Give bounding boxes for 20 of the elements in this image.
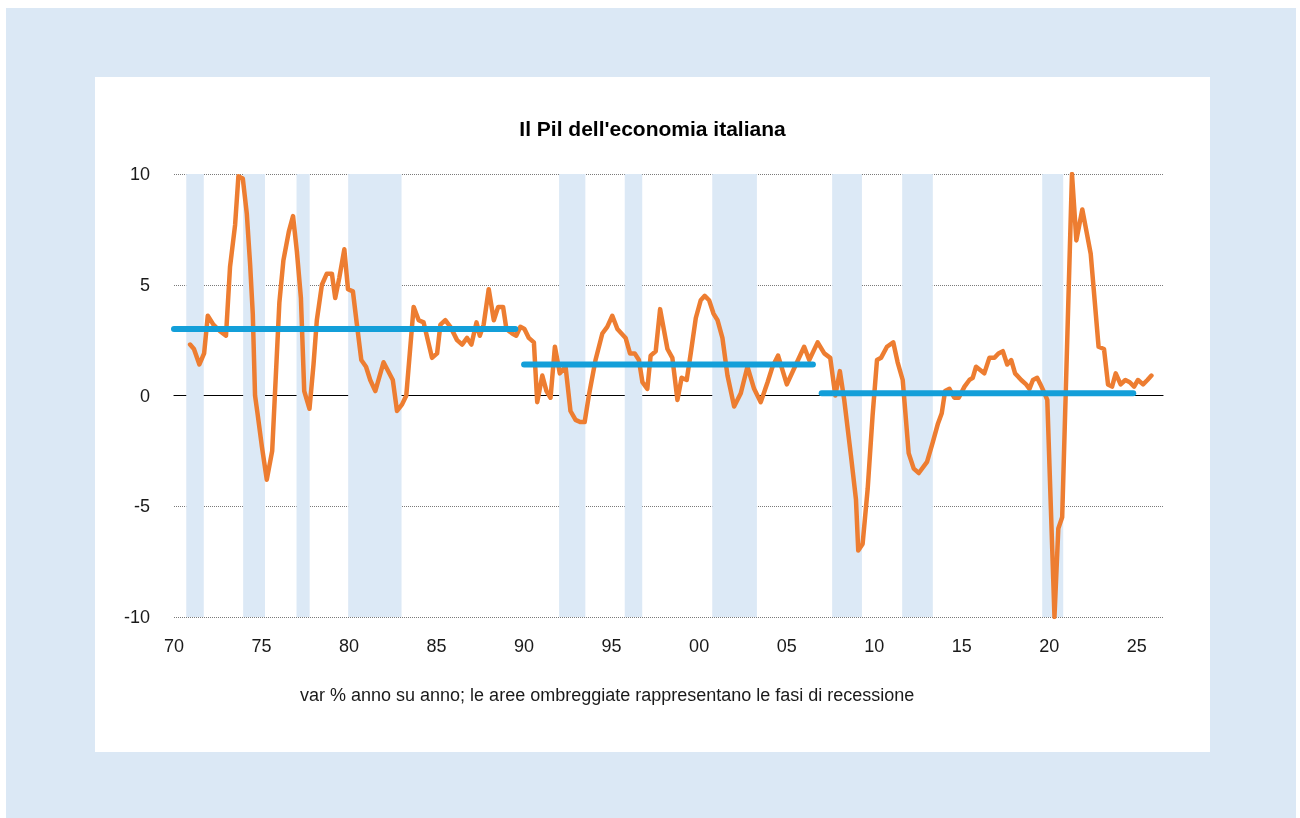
x-tick-label: 20: [1039, 636, 1060, 656]
x-tick-label: 75: [251, 636, 272, 656]
x-tick-label: 25: [1126, 636, 1147, 656]
line-series: [187, 171, 1154, 620]
y-tick-label: 0: [139, 385, 150, 406]
y-tick-label: -10: [123, 607, 150, 627]
x-tick-label: 90: [514, 636, 535, 656]
x-tick-label: 15: [951, 636, 972, 656]
x-tick-label: 95: [601, 636, 622, 656]
x-tick-label: 80: [339, 636, 360, 656]
x-tick-label: 85: [426, 636, 447, 656]
y-tick-label: 5: [139, 274, 150, 295]
x-tick-label: 70: [163, 636, 185, 656]
x-tick-label: 05: [776, 636, 797, 656]
chart-title: Il Pil dell'economia italiana: [519, 117, 787, 140]
x-tick-label: 00: [689, 636, 710, 656]
y-tick-label: 10: [129, 164, 150, 184]
x-tick-label: 10: [864, 636, 885, 656]
text: var % anno su anno; le aree ombreggiate rappresentano le fasi di recessione: [300, 685, 915, 705]
y-tick-label: -5: [133, 496, 150, 517]
